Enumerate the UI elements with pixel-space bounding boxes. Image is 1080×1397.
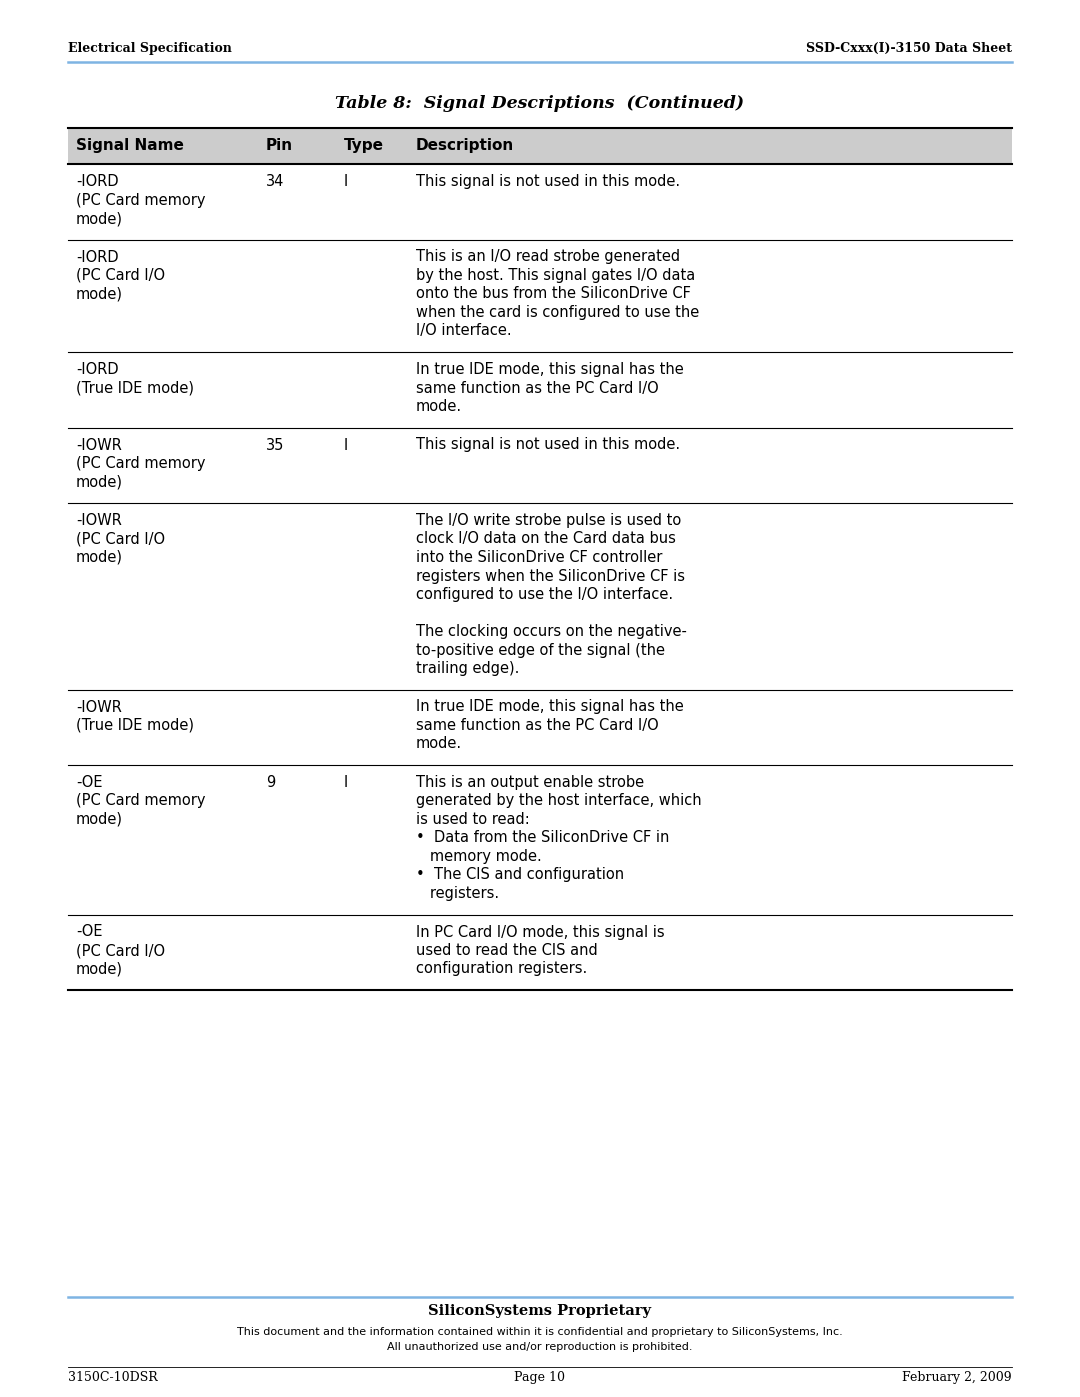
Text: This document and the information contained within it is confidential and propri: This document and the information contai…: [238, 1327, 842, 1337]
Text: This signal is not used in this mode.: This signal is not used in this mode.: [416, 175, 680, 189]
Text: (PC Card I/O: (PC Card I/O: [76, 268, 165, 284]
Text: -IOWR: -IOWR: [76, 437, 122, 453]
Text: into the SiliconDrive CF controller: into the SiliconDrive CF controller: [416, 550, 662, 564]
Text: The clocking occurs on the negative-: The clocking occurs on the negative-: [416, 624, 687, 638]
Text: This is an I/O read strobe generated: This is an I/O read strobe generated: [416, 250, 680, 264]
Text: All unauthorized use and/or reproduction is prohibited.: All unauthorized use and/or reproduction…: [388, 1343, 692, 1352]
Text: Pin: Pin: [266, 138, 293, 154]
Text: generated by the host interface, which: generated by the host interface, which: [416, 793, 702, 809]
Text: same function as the PC Card I/O: same function as the PC Card I/O: [416, 718, 659, 733]
Text: registers when the SiliconDrive CF is: registers when the SiliconDrive CF is: [416, 569, 685, 584]
Text: (PC Card I/O: (PC Card I/O: [76, 943, 165, 958]
Text: -IORD: -IORD: [76, 362, 119, 377]
Text: Table 8:  Signal Descriptions  (Continued): Table 8: Signal Descriptions (Continued): [336, 95, 744, 112]
Text: I: I: [345, 175, 348, 189]
Text: memory mode.: memory mode.: [416, 849, 542, 863]
Text: registers.: registers.: [416, 886, 499, 901]
Text: -IORD: -IORD: [76, 175, 119, 189]
Text: 34: 34: [266, 175, 284, 189]
Text: I/O interface.: I/O interface.: [416, 324, 512, 338]
Text: same function as the PC Card I/O: same function as the PC Card I/O: [416, 380, 659, 395]
Text: In true IDE mode, this signal has the: In true IDE mode, this signal has the: [416, 362, 684, 377]
Text: mode): mode): [76, 550, 123, 564]
Text: -OE: -OE: [76, 925, 103, 940]
Text: -IORD: -IORD: [76, 250, 119, 264]
Text: 3150C-10DSR: 3150C-10DSR: [68, 1370, 158, 1384]
Text: mode.: mode.: [416, 400, 462, 414]
Text: mode): mode): [76, 812, 123, 827]
Text: mode): mode): [76, 286, 123, 302]
Text: I: I: [345, 437, 348, 453]
Bar: [68, 129, 1012, 163]
Text: •  The CIS and configuration: • The CIS and configuration: [416, 868, 624, 883]
Text: 9: 9: [266, 775, 275, 789]
Text: Description: Description: [416, 138, 514, 154]
Text: mode): mode): [76, 961, 123, 977]
Text: 35: 35: [266, 437, 284, 453]
Text: (PC Card memory: (PC Card memory: [76, 793, 205, 809]
Text: configured to use the I/O interface.: configured to use the I/O interface.: [416, 587, 673, 602]
Text: February 2, 2009: February 2, 2009: [903, 1370, 1012, 1384]
Text: SSD-Cxxx(I)-3150 Data Sheet: SSD-Cxxx(I)-3150 Data Sheet: [806, 42, 1012, 54]
Text: This is an output enable strobe: This is an output enable strobe: [416, 775, 644, 789]
Text: This signal is not used in this mode.: This signal is not used in this mode.: [416, 437, 680, 453]
Text: In PC Card I/O mode, this signal is: In PC Card I/O mode, this signal is: [416, 925, 664, 940]
Text: Page 10: Page 10: [514, 1370, 566, 1384]
Text: -OE: -OE: [76, 775, 103, 789]
Text: used to read the CIS and: used to read the CIS and: [416, 943, 597, 958]
Text: -IOWR: -IOWR: [76, 513, 122, 528]
Text: I: I: [345, 775, 348, 789]
Text: In true IDE mode, this signal has the: In true IDE mode, this signal has the: [416, 700, 684, 714]
Text: to-positive edge of the signal (the: to-positive edge of the signal (the: [416, 643, 665, 658]
Text: onto the bus from the SiliconDrive CF: onto the bus from the SiliconDrive CF: [416, 286, 691, 302]
Text: Type: Type: [345, 138, 384, 154]
Text: (True IDE mode): (True IDE mode): [76, 718, 194, 733]
Text: (PC Card I/O: (PC Card I/O: [76, 531, 165, 546]
Text: mode): mode): [76, 475, 123, 489]
Text: when the card is configured to use the: when the card is configured to use the: [416, 305, 699, 320]
Text: Electrical Specification: Electrical Specification: [68, 42, 232, 54]
Text: configuration registers.: configuration registers.: [416, 961, 588, 977]
Text: (True IDE mode): (True IDE mode): [76, 380, 194, 395]
Text: by the host. This signal gates I/O data: by the host. This signal gates I/O data: [416, 268, 696, 284]
Text: Signal Name: Signal Name: [76, 138, 184, 154]
Text: SiliconSystems Proprietary: SiliconSystems Proprietary: [429, 1303, 651, 1317]
Text: •  Data from the SiliconDrive CF in: • Data from the SiliconDrive CF in: [416, 830, 670, 845]
Text: clock I/O data on the Card data bus: clock I/O data on the Card data bus: [416, 531, 676, 546]
Text: mode.: mode.: [416, 736, 462, 752]
Text: (PC Card memory: (PC Card memory: [76, 455, 205, 471]
Text: The I/O write strobe pulse is used to: The I/O write strobe pulse is used to: [416, 513, 681, 528]
Text: -IOWR: -IOWR: [76, 700, 122, 714]
Text: trailing edge).: trailing edge).: [416, 661, 519, 676]
Text: (PC Card memory: (PC Card memory: [76, 193, 205, 208]
Text: mode): mode): [76, 211, 123, 226]
Text: is used to read:: is used to read:: [416, 812, 530, 827]
